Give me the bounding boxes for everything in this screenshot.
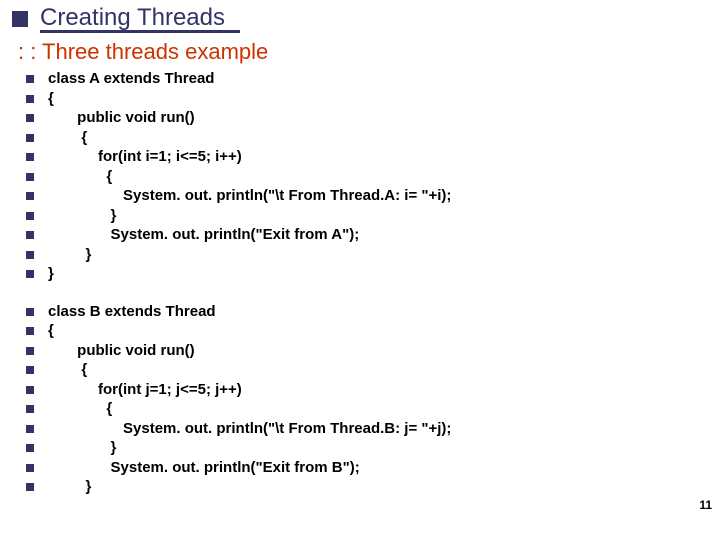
code-text: for(int i=1; i<=5; i++)	[48, 147, 242, 167]
code-line: System. out. println("\t From Thread.A: …	[26, 186, 720, 206]
code-line: System. out. println("Exit from B");	[26, 458, 720, 478]
bullet-icon	[26, 212, 34, 220]
code-line: }	[26, 438, 720, 458]
code-block-b: class B extends Thread { public void run…	[0, 302, 720, 497]
bullet-icon	[26, 366, 34, 374]
code-line: {	[26, 89, 720, 109]
bullet-icon	[26, 270, 34, 278]
code-text: {	[48, 89, 54, 109]
bullet-icon	[26, 405, 34, 413]
bullet-icon	[26, 192, 34, 200]
bullet-icon	[26, 425, 34, 433]
code-text: public void run()	[48, 108, 195, 128]
code-text: class B extends Thread	[48, 302, 216, 322]
code-text: System. out. println("Exit from B");	[48, 458, 360, 478]
code-text: }	[48, 245, 91, 265]
code-text: }	[48, 477, 91, 497]
code-text: {	[48, 128, 87, 148]
code-line: {	[26, 399, 720, 419]
code-line: }	[26, 477, 720, 497]
bullet-icon	[26, 386, 34, 394]
spacer	[0, 284, 720, 302]
bullet-icon	[26, 114, 34, 122]
bullet-icon	[26, 308, 34, 316]
code-line: }	[26, 264, 720, 284]
bullet-icon	[26, 75, 34, 83]
title-bullet-icon	[12, 11, 28, 27]
bullet-icon	[26, 134, 34, 142]
code-text: }	[48, 206, 116, 226]
bullet-icon	[26, 95, 34, 103]
code-text: class A extends Thread	[48, 69, 214, 89]
code-text: for(int j=1; j<=5; j++)	[48, 380, 242, 400]
slide-title: Creating Threads	[40, 4, 225, 32]
bullet-icon	[26, 464, 34, 472]
title-bar: Creating Threads	[0, 0, 720, 32]
code-text: System. out. println("Exit from A");	[48, 225, 359, 245]
bullet-icon	[26, 444, 34, 452]
code-line: }	[26, 245, 720, 265]
code-text: {	[48, 399, 112, 419]
code-text: System. out. println("\t From Thread.B: …	[48, 419, 451, 439]
bullet-icon	[26, 483, 34, 491]
code-line: {	[26, 128, 720, 148]
code-text: {	[48, 321, 54, 341]
code-line: class B extends Thread	[26, 302, 720, 322]
code-line: public void run()	[26, 108, 720, 128]
bullet-icon	[26, 173, 34, 181]
code-line: for(int i=1; i<=5; i++)	[26, 147, 720, 167]
code-text: {	[48, 360, 87, 380]
bullet-icon	[26, 153, 34, 161]
page-number: 11	[699, 498, 712, 512]
code-block-a: class A extends Thread { public void run…	[0, 69, 720, 284]
code-line: System. out. println("Exit from A");	[26, 225, 720, 245]
code-line: }	[26, 206, 720, 226]
code-text: {	[48, 167, 112, 187]
code-text: public void run()	[48, 341, 195, 361]
slide-subtitle: : : Three threads example	[0, 33, 720, 69]
code-line: {	[26, 167, 720, 187]
code-line: class A extends Thread	[26, 69, 720, 89]
code-line: public void run()	[26, 341, 720, 361]
code-line: System. out. println("\t From Thread.B: …	[26, 419, 720, 439]
code-text: }	[48, 438, 116, 458]
code-text: }	[48, 264, 54, 284]
bullet-icon	[26, 327, 34, 335]
code-line: {	[26, 321, 720, 341]
code-line: {	[26, 360, 720, 380]
bullet-icon	[26, 251, 34, 259]
code-line: for(int j=1; j<=5; j++)	[26, 380, 720, 400]
code-text: System. out. println("\t From Thread.A: …	[48, 186, 451, 206]
bullet-icon	[26, 347, 34, 355]
bullet-icon	[26, 231, 34, 239]
